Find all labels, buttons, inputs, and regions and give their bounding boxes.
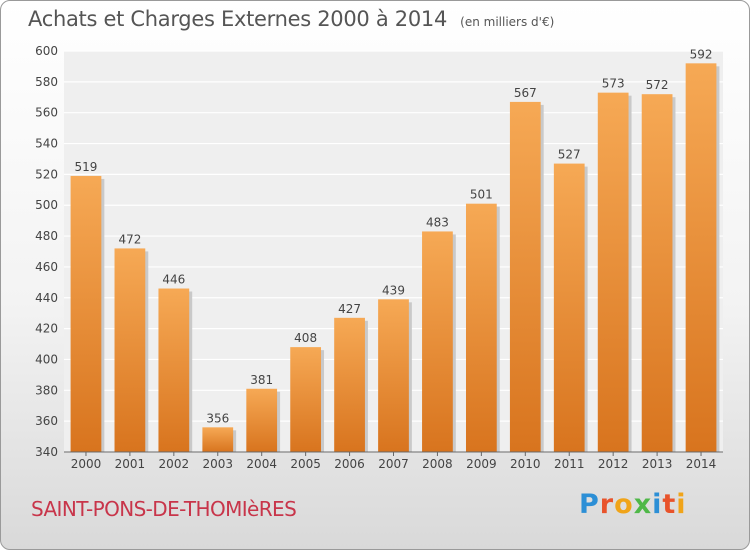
chart-title: Achats et Charges Externes 2000 à 2014: [28, 7, 448, 31]
y-tick-label: 580: [35, 75, 58, 89]
y-tick-label: 420: [35, 322, 58, 336]
proxiti-logo: Proxiti: [579, 489, 687, 520]
logo-letter: x: [633, 489, 653, 520]
x-tick-label: 2013: [642, 457, 673, 471]
x-tick-label: 2007: [378, 457, 409, 471]
bar: [597, 92, 629, 453]
y-tick-label: 500: [35, 198, 58, 212]
x-tick-label: 2002: [159, 457, 190, 471]
bar: [334, 317, 365, 452]
y-tick-label: 360: [35, 414, 58, 428]
logo-letter: o: [614, 489, 634, 520]
bar: [422, 231, 453, 452]
bar: [114, 248, 146, 452]
x-tick-label: 2000: [71, 457, 102, 471]
bar: [70, 175, 102, 452]
x-tick-label: 2009: [466, 457, 497, 471]
bar: [202, 427, 234, 452]
y-tick-label: 400: [35, 352, 58, 366]
bar-value-label: 472: [118, 232, 141, 246]
bar: [290, 347, 322, 452]
bar: [553, 163, 585, 453]
x-tick-label: 2004: [246, 457, 277, 471]
x-tick-label: 2010: [510, 457, 541, 471]
chart-subtitle: (en milliers d'€): [460, 15, 555, 29]
y-tick-label: 340: [35, 445, 58, 459]
x-tick-label: 2008: [422, 457, 453, 471]
logo-letter: t: [662, 489, 677, 520]
y-tick-label: 380: [35, 383, 58, 397]
bar-value-label: 408: [294, 331, 317, 345]
y-tick-label: 520: [35, 167, 58, 181]
place-name: SAINT-PONS-DE-THOMIèRES: [31, 497, 297, 521]
bar-value-label: 483: [426, 215, 449, 229]
logo-letter: P: [579, 489, 600, 520]
bar-value-label: 381: [250, 373, 273, 387]
bar-value-label: 356: [206, 411, 229, 425]
chart-title-row: Achats et Charges Externes 2000 à 2014 (…: [28, 7, 554, 31]
y-tick-label: 440: [35, 291, 58, 305]
bar-value-label: 446: [162, 273, 185, 287]
bar: [158, 288, 190, 452]
x-tick-label: 2012: [598, 457, 629, 471]
bar-value-label: 572: [646, 78, 669, 92]
bar: [641, 94, 673, 452]
x-tick-label: 2001: [115, 457, 146, 471]
bar-value-label: 527: [558, 148, 581, 162]
bar-value-label: 592: [690, 47, 713, 61]
bar-value-label: 567: [514, 86, 537, 100]
x-tick-label: 2005: [290, 457, 321, 471]
x-tick-label: 2014: [686, 457, 717, 471]
y-tick-label: 600: [35, 44, 58, 58]
bar: [685, 63, 717, 452]
bar-value-label: 519: [75, 160, 98, 174]
bar: [509, 101, 541, 453]
y-tick-label: 480: [35, 229, 58, 243]
y-tick-label: 460: [35, 260, 58, 274]
y-tick-label: 560: [35, 106, 58, 120]
bar-value-label: 427: [338, 302, 361, 316]
y-tick-label: 540: [35, 137, 58, 151]
bar-value-label: 573: [602, 77, 625, 91]
logo-letter: i: [652, 489, 663, 520]
x-tick-label: 2006: [334, 457, 365, 471]
bar-value-label: 501: [470, 188, 493, 202]
x-tick-label: 2003: [202, 457, 233, 471]
logo-letter: i: [676, 489, 687, 520]
x-tick-label: 2011: [554, 457, 585, 471]
logo-letter: r: [599, 489, 615, 520]
bar: [378, 299, 409, 452]
bar: [465, 203, 497, 452]
bar-value-label: 439: [382, 283, 405, 297]
bar: [246, 388, 278, 452]
